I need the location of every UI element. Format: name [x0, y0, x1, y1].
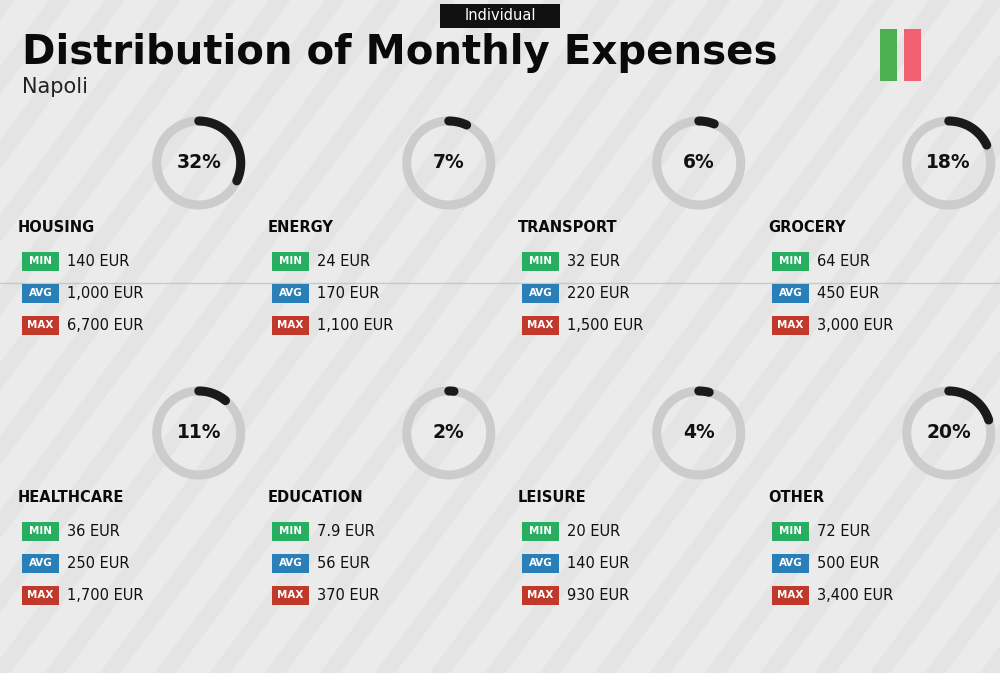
FancyBboxPatch shape [522, 316, 559, 334]
FancyBboxPatch shape [904, 29, 921, 81]
Text: MIN: MIN [779, 526, 802, 536]
Text: 3,000 EUR: 3,000 EUR [817, 318, 893, 332]
Text: 1,000 EUR: 1,000 EUR [67, 285, 144, 301]
Text: 450 EUR: 450 EUR [817, 285, 879, 301]
Text: AVG: AVG [279, 558, 302, 568]
Text: AVG: AVG [529, 288, 552, 298]
Text: 170 EUR: 170 EUR [317, 285, 380, 301]
Text: LEISURE: LEISURE [518, 491, 587, 505]
FancyBboxPatch shape [522, 283, 559, 302]
Text: 36 EUR: 36 EUR [67, 524, 120, 538]
Text: MAX: MAX [777, 590, 804, 600]
FancyBboxPatch shape [22, 522, 59, 540]
FancyBboxPatch shape [522, 522, 559, 540]
FancyBboxPatch shape [522, 553, 559, 573]
FancyBboxPatch shape [272, 283, 309, 302]
FancyBboxPatch shape [772, 586, 809, 604]
Text: TRANSPORT: TRANSPORT [518, 221, 618, 236]
Text: Distribution of Monthly Expenses: Distribution of Monthly Expenses [22, 33, 778, 73]
Text: MIN: MIN [279, 526, 302, 536]
Text: MAX: MAX [527, 590, 554, 600]
FancyBboxPatch shape [772, 283, 809, 302]
FancyBboxPatch shape [22, 586, 59, 604]
Text: 930 EUR: 930 EUR [567, 588, 629, 602]
Text: AVG: AVG [279, 288, 302, 298]
Text: 4%: 4% [683, 423, 715, 443]
FancyBboxPatch shape [272, 586, 309, 604]
Text: Individual: Individual [464, 9, 536, 24]
Text: MAX: MAX [277, 590, 304, 600]
FancyBboxPatch shape [772, 316, 809, 334]
FancyBboxPatch shape [772, 553, 809, 573]
Text: MAX: MAX [277, 320, 304, 330]
Text: AVG: AVG [529, 558, 552, 568]
Text: 32%: 32% [176, 153, 221, 172]
FancyBboxPatch shape [772, 252, 809, 271]
Text: MIN: MIN [529, 256, 552, 266]
FancyBboxPatch shape [272, 522, 309, 540]
Text: HOUSING: HOUSING [18, 221, 95, 236]
Text: GROCERY: GROCERY [768, 221, 846, 236]
Text: 18%: 18% [926, 153, 971, 172]
Text: AVG: AVG [779, 288, 802, 298]
Text: 64 EUR: 64 EUR [817, 254, 870, 269]
Text: 370 EUR: 370 EUR [317, 588, 379, 602]
Text: 1,500 EUR: 1,500 EUR [567, 318, 643, 332]
FancyBboxPatch shape [772, 522, 809, 540]
FancyBboxPatch shape [880, 29, 897, 81]
FancyBboxPatch shape [22, 283, 59, 302]
Text: 2%: 2% [433, 423, 465, 443]
Text: HEALTHCARE: HEALTHCARE [18, 491, 124, 505]
FancyBboxPatch shape [272, 252, 309, 271]
Text: MIN: MIN [29, 256, 52, 266]
Text: MIN: MIN [529, 526, 552, 536]
FancyBboxPatch shape [22, 553, 59, 573]
FancyBboxPatch shape [440, 4, 560, 28]
Text: AVG: AVG [779, 558, 802, 568]
Text: MAX: MAX [527, 320, 554, 330]
Text: MAX: MAX [27, 320, 54, 330]
Text: 7.9 EUR: 7.9 EUR [317, 524, 375, 538]
Text: 3,400 EUR: 3,400 EUR [817, 588, 893, 602]
Text: 1,700 EUR: 1,700 EUR [67, 588, 144, 602]
Text: 72 EUR: 72 EUR [817, 524, 870, 538]
FancyBboxPatch shape [22, 252, 59, 271]
Text: 20%: 20% [926, 423, 971, 443]
Text: 140 EUR: 140 EUR [567, 555, 629, 571]
Text: 6%: 6% [683, 153, 715, 172]
Text: 11%: 11% [176, 423, 221, 443]
Text: 6,700 EUR: 6,700 EUR [67, 318, 144, 332]
Text: 32 EUR: 32 EUR [567, 254, 620, 269]
Text: Napoli: Napoli [22, 77, 88, 97]
Text: 140 EUR: 140 EUR [67, 254, 129, 269]
Text: 250 EUR: 250 EUR [67, 555, 130, 571]
Text: 20 EUR: 20 EUR [567, 524, 620, 538]
Text: AVG: AVG [29, 288, 52, 298]
Text: 24 EUR: 24 EUR [317, 254, 370, 269]
Text: OTHER: OTHER [768, 491, 824, 505]
FancyBboxPatch shape [272, 553, 309, 573]
Text: ENERGY: ENERGY [268, 221, 334, 236]
FancyBboxPatch shape [272, 316, 309, 334]
Text: AVG: AVG [29, 558, 52, 568]
Text: 500 EUR: 500 EUR [817, 555, 880, 571]
Text: EDUCATION: EDUCATION [268, 491, 364, 505]
Text: MIN: MIN [779, 256, 802, 266]
Text: 1,100 EUR: 1,100 EUR [317, 318, 393, 332]
Text: 7%: 7% [433, 153, 465, 172]
Text: MAX: MAX [27, 590, 54, 600]
Text: 56 EUR: 56 EUR [317, 555, 370, 571]
Text: MIN: MIN [279, 256, 302, 266]
FancyBboxPatch shape [522, 586, 559, 604]
FancyBboxPatch shape [522, 252, 559, 271]
Text: 220 EUR: 220 EUR [567, 285, 630, 301]
FancyBboxPatch shape [22, 316, 59, 334]
Text: MAX: MAX [777, 320, 804, 330]
Text: MIN: MIN [29, 526, 52, 536]
